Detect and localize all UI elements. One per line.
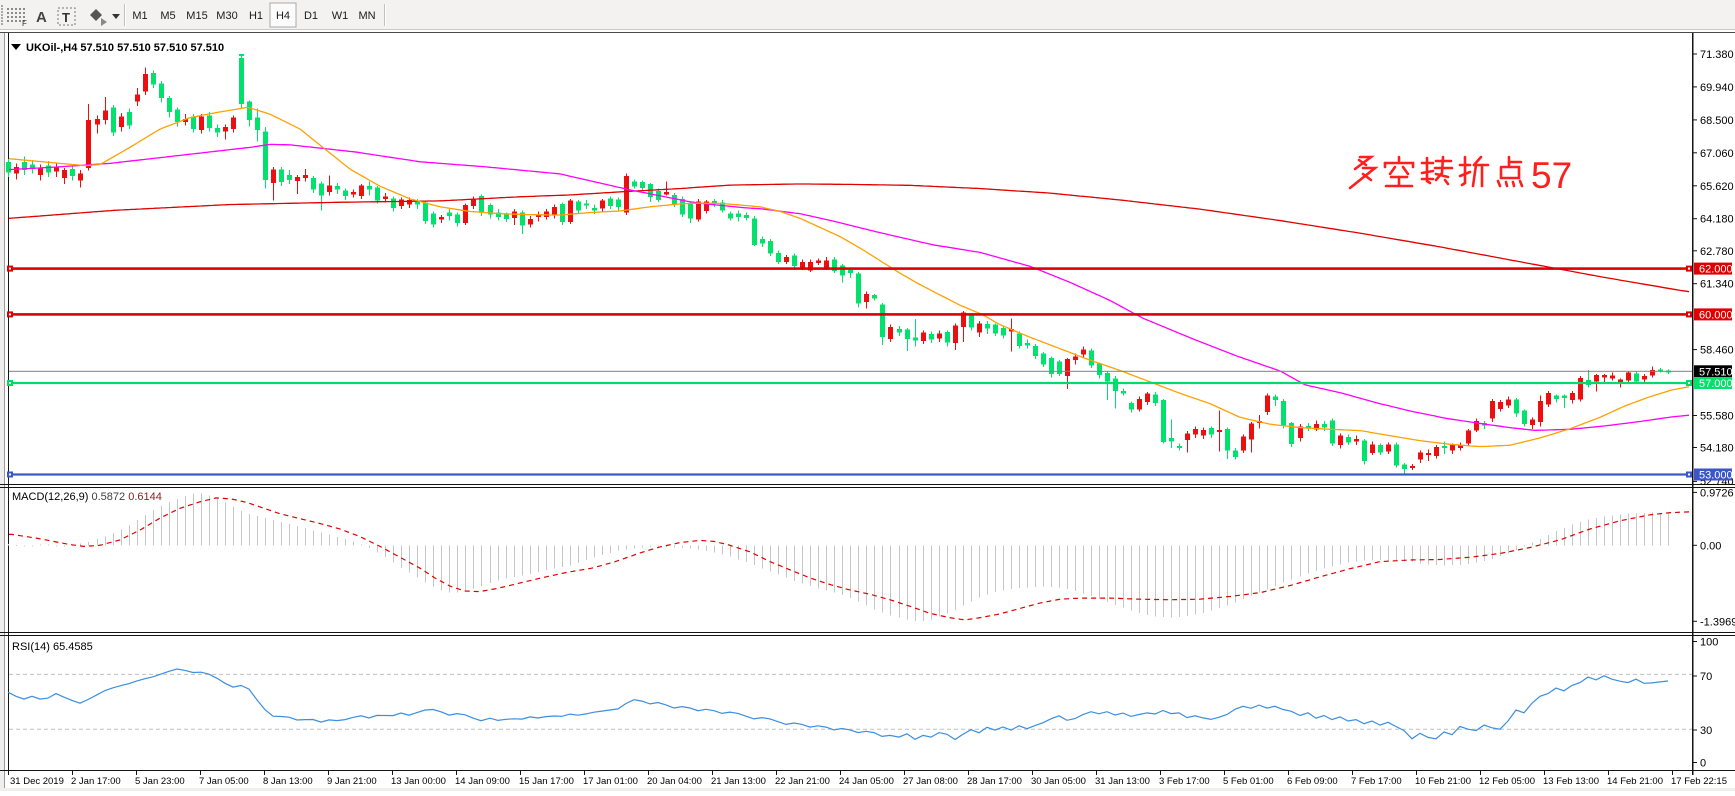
svg-text:M5: M5 [160,10,175,22]
svg-text:31 Jan 13:00: 31 Jan 13:00 [1095,776,1150,787]
svg-text:57.510: 57.510 [1699,366,1733,378]
svg-text:MN: MN [358,10,375,22]
svg-text:0.00: 0.00 [1700,540,1721,552]
svg-text:30 Jan 05:00: 30 Jan 05:00 [1031,776,1086,787]
svg-text:24 Jan 05:00: 24 Jan 05:00 [839,776,894,787]
svg-text:H4: H4 [276,10,290,22]
svg-text:20 Jan 04:00: 20 Jan 04:00 [647,776,702,787]
svg-text:W1: W1 [332,10,349,22]
svg-text:3 Feb 17:00: 3 Feb 17:00 [1159,776,1210,787]
svg-text:10 Feb 21:00: 10 Feb 21:00 [1415,776,1471,787]
svg-text:H1: H1 [249,10,263,22]
svg-text:70: 70 [1700,671,1712,683]
svg-text:15 Jan 17:00: 15 Jan 17:00 [519,776,574,787]
svg-text:12 Feb 05:00: 12 Feb 05:00 [1479,776,1535,787]
svg-text:55.580: 55.580 [1700,411,1734,423]
svg-text:-1.3969: -1.3969 [1700,616,1735,628]
svg-text:62.780: 62.780 [1700,246,1734,258]
svg-text:71.380: 71.380 [1700,49,1734,61]
svg-text:67.060: 67.060 [1700,148,1734,160]
svg-text:64.180: 64.180 [1700,214,1734,226]
svg-text:53.000: 53.000 [1699,470,1733,482]
svg-text:57.000: 57.000 [1699,378,1733,390]
svg-text:28 Jan 17:00: 28 Jan 17:00 [967,776,1022,787]
svg-text:MACD(12,26,9) 0.5872 0.6144: MACD(12,26,9) 0.5872 0.6144 [12,491,162,503]
svg-text:7 Jan 05:00: 7 Jan 05:00 [199,776,249,787]
svg-text:13 Feb 13:00: 13 Feb 13:00 [1543,776,1599,787]
svg-text:6 Feb 09:00: 6 Feb 09:00 [1287,776,1338,787]
svg-text:17 Jan 01:00: 17 Jan 01:00 [583,776,638,787]
svg-text:M15: M15 [186,10,207,22]
svg-text:54.180: 54.180 [1700,443,1734,455]
svg-text:100: 100 [1700,637,1718,649]
svg-text:68.500: 68.500 [1700,115,1734,127]
svg-text:RSI(14) 65.4585: RSI(14) 65.4585 [12,641,93,653]
svg-text:14 Jan 09:00: 14 Jan 09:00 [455,776,510,787]
svg-text:5 Jan 23:00: 5 Jan 23:00 [135,776,185,787]
svg-text:31 Dec 2019: 31 Dec 2019 [10,776,64,787]
svg-text:65.620: 65.620 [1700,181,1734,193]
svg-text:14 Feb 21:00: 14 Feb 21:00 [1607,776,1663,787]
svg-text:62.000: 62.000 [1699,264,1733,276]
svg-text:61.340: 61.340 [1700,279,1734,291]
svg-text:5 Feb 01:00: 5 Feb 01:00 [1223,776,1274,787]
svg-text:21 Jan 13:00: 21 Jan 13:00 [711,776,766,787]
svg-text:17 Feb 22:15: 17 Feb 22:15 [1671,776,1727,787]
svg-text:M30: M30 [216,10,237,22]
svg-text:9 Jan 21:00: 9 Jan 21:00 [327,776,377,787]
svg-text:57: 57 [1531,155,1572,196]
svg-text:58.460: 58.460 [1700,345,1734,357]
svg-text:0.9726: 0.9726 [1700,487,1734,499]
svg-text:2 Jan 17:00: 2 Jan 17:00 [71,776,121,787]
svg-text:13 Jan 00:00: 13 Jan 00:00 [391,776,446,787]
svg-text:M1: M1 [132,10,147,22]
svg-text:F: F [22,19,27,28]
svg-text:30: 30 [1700,725,1712,737]
svg-text:D1: D1 [304,10,318,22]
svg-text:27 Jan 08:00: 27 Jan 08:00 [903,776,958,787]
svg-text:7 Feb 17:00: 7 Feb 17:00 [1351,776,1402,787]
svg-text:22 Jan 21:00: 22 Jan 21:00 [775,776,830,787]
svg-text:69.940: 69.940 [1700,82,1734,94]
svg-text:A: A [36,9,47,26]
svg-text:0: 0 [1700,758,1706,770]
svg-text:8 Jan 13:00: 8 Jan 13:00 [263,776,313,787]
svg-text:UKOil-,H4 57.510 57.510 57.51: UKOil-,H4 57.510 57.510 57.510 57.510 [26,42,224,54]
svg-text:60.000: 60.000 [1699,309,1733,321]
svg-text:T: T [62,10,70,25]
